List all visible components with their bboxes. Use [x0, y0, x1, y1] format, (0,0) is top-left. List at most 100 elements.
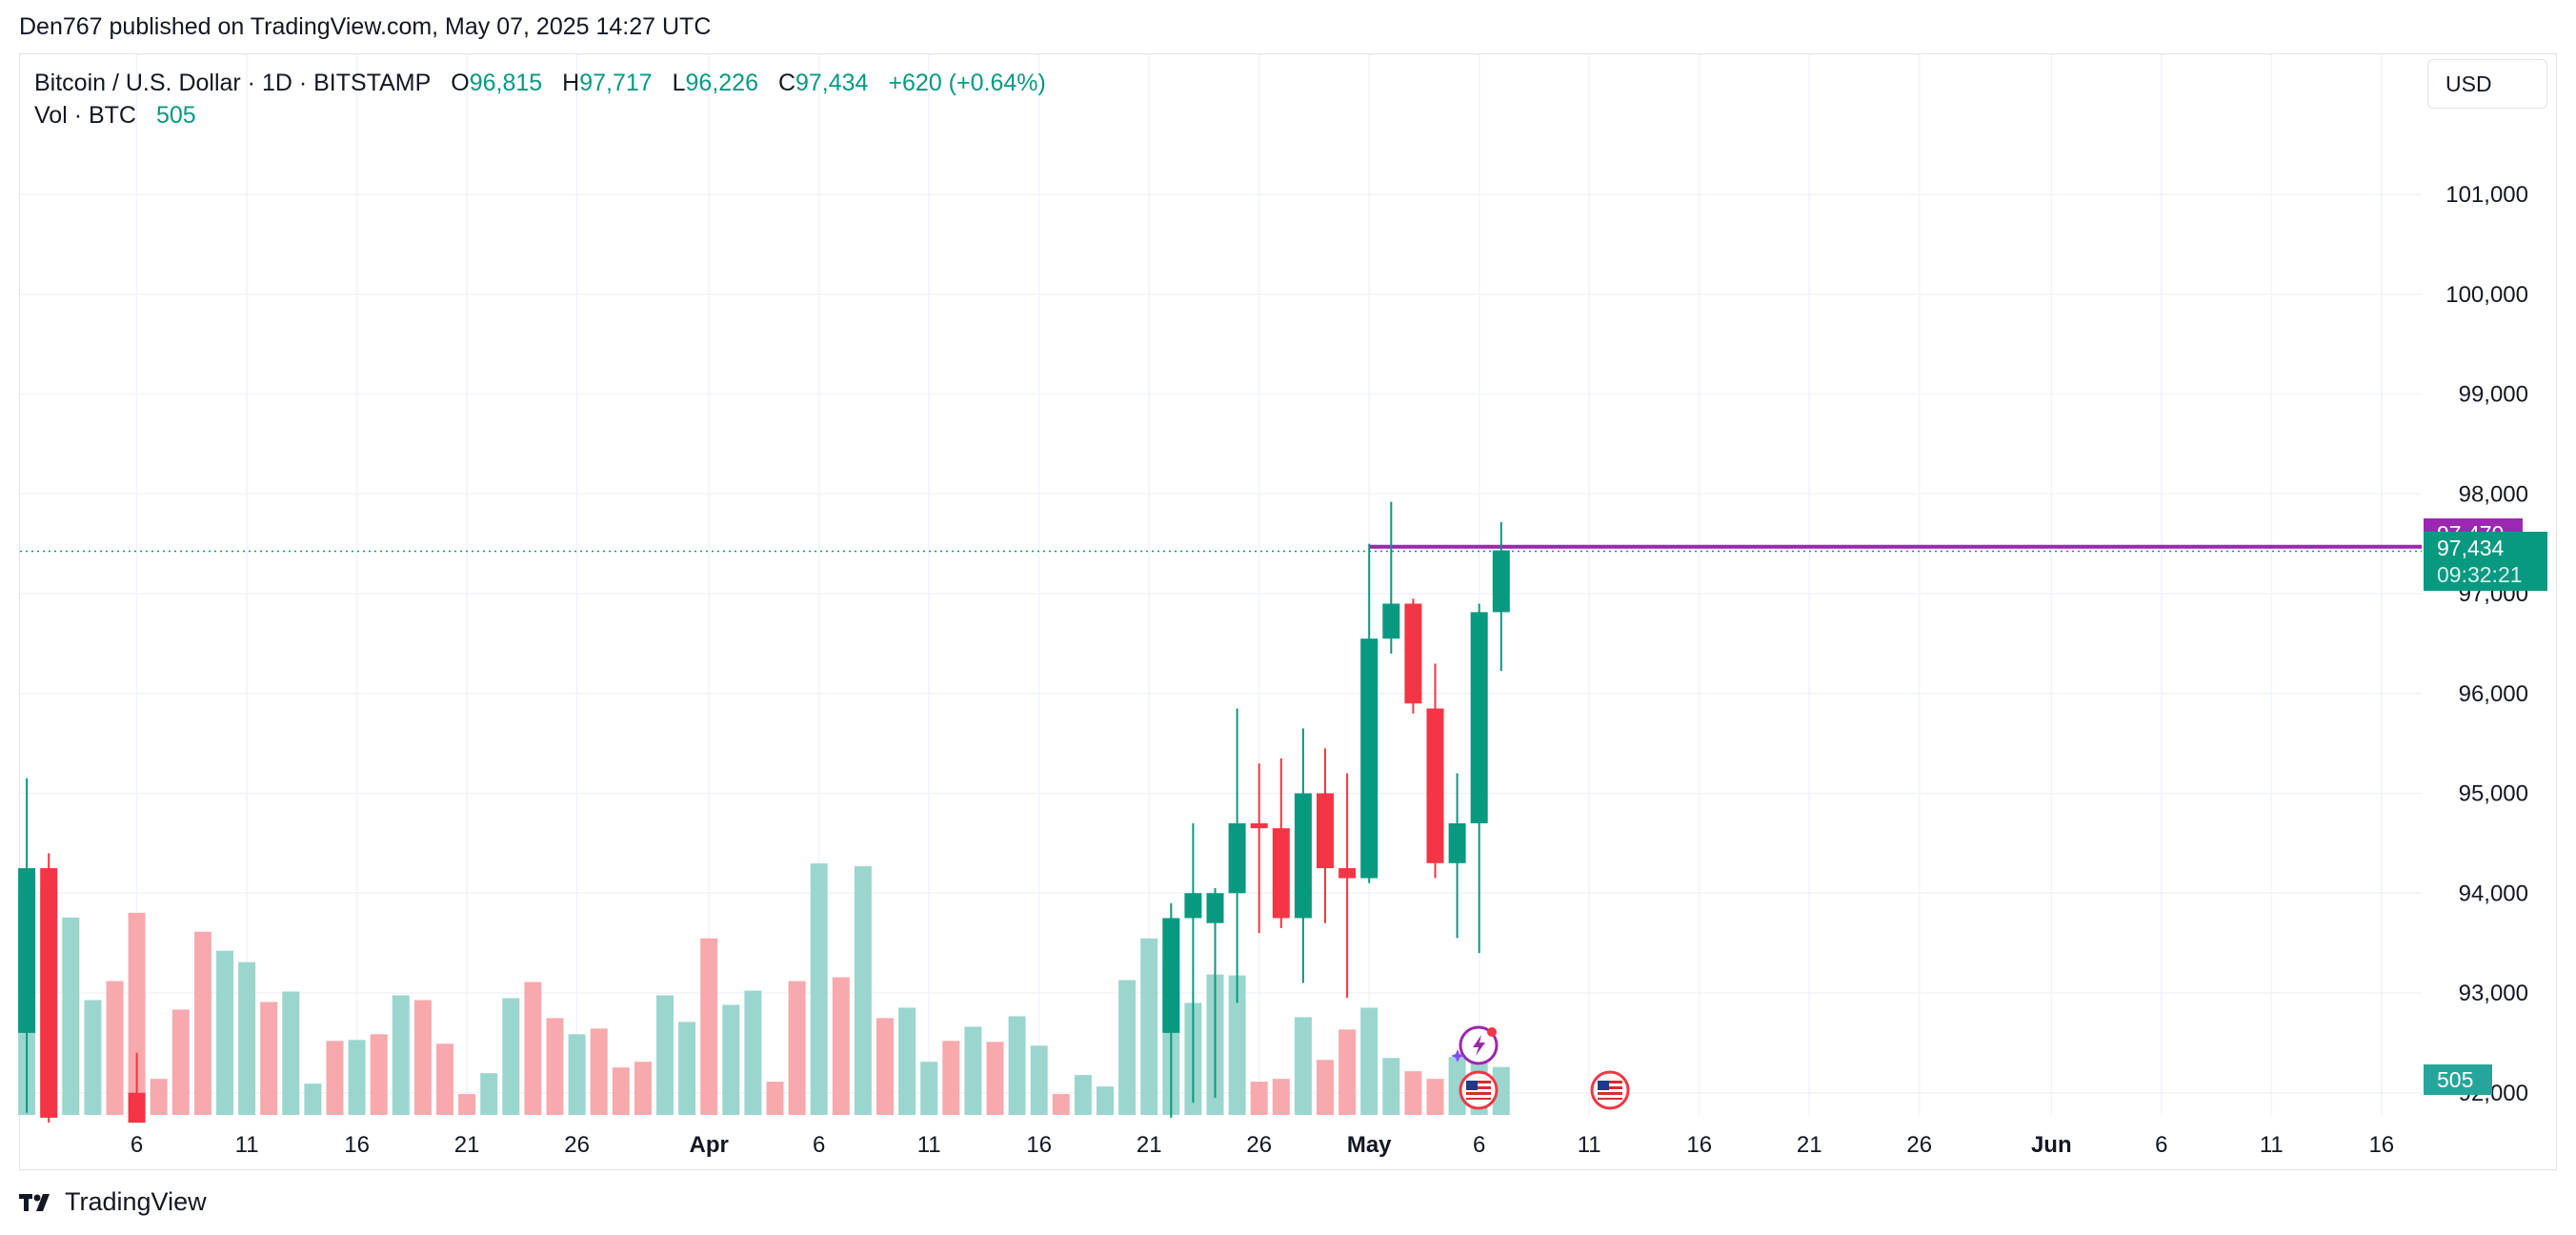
x-tick-label: 26 [1906, 1132, 1932, 1158]
tradingview-brand[interactable]: TradingView [65, 1187, 207, 1216]
high-value: 97,717 [579, 70, 653, 96]
volume-bar [1360, 1007, 1379, 1115]
footer-brand: TradingView [19, 1187, 207, 1217]
candle-body [1426, 708, 1444, 863]
symbol-name[interactable]: Bitcoin / U.S. Dollar · 1D · BITSTAMP [34, 70, 432, 96]
volume-bar [193, 931, 211, 1115]
x-tick-label: 6 [2155, 1132, 2167, 1158]
tradingview-logo-icon [19, 1193, 50, 1211]
volume-bar [304, 1083, 322, 1115]
us-flag-event-icon[interactable] [1590, 1070, 1630, 1110]
volume-bar [612, 1067, 630, 1115]
grid-layer [20, 54, 2422, 1115]
countdown-timer: 09:32:21 [2437, 561, 2523, 587]
x-tick-label: 26 [564, 1132, 590, 1158]
x-tick-label: 16 [1026, 1132, 1052, 1158]
close-label: C [777, 70, 795, 96]
symbol-legend: Bitcoin / U.S. Dollar · 1D · BITSTAMP O9… [34, 67, 1046, 132]
volume-bar [370, 1034, 388, 1115]
volume-bar [436, 1043, 453, 1115]
volume-row: Vol · BTC 505 [34, 99, 1046, 132]
low-value: 96,226 [685, 70, 758, 96]
y-tick-label: 101,000 [2445, 182, 2528, 208]
candle-layer [18, 501, 1510, 1124]
low-label: L [672, 70, 686, 96]
x-tick-label: 16 [1686, 1132, 1712, 1158]
volume-bar [106, 981, 124, 1115]
volume-bar [700, 938, 718, 1115]
volume-bar [810, 863, 828, 1115]
candle-body [128, 1092, 146, 1124]
volume-bar [568, 1034, 586, 1115]
volume-bar [282, 991, 300, 1115]
x-tick-label: 6 [1473, 1132, 1485, 1158]
candle-body [1492, 550, 1510, 613]
volume-bar [260, 1002, 278, 1115]
volume-bar [326, 1041, 344, 1115]
x-tick-label: 21 [454, 1132, 480, 1158]
close-value: 97,434 [795, 70, 869, 96]
volume-bar [634, 1062, 652, 1115]
candle-body [1206, 893, 1224, 923]
volume-bar [480, 1073, 498, 1115]
candle-body [1338, 868, 1357, 879]
candle-body [1404, 603, 1422, 704]
high-label: H [562, 70, 580, 96]
x-tick-label: 16 [2368, 1132, 2394, 1158]
y-tick-label: 100,000 [2445, 282, 2528, 308]
volume-bar [1272, 1079, 1290, 1115]
candle-body [1184, 893, 1202, 919]
volume-bar [854, 866, 872, 1115]
x-tick-label: 11 [917, 1132, 941, 1158]
x-tick-label: Jun [2031, 1132, 2072, 1158]
volume-bar [546, 1018, 564, 1115]
candle-body [1317, 793, 1334, 869]
candle-body [1448, 822, 1466, 863]
change-value: +620 (+0.64%) [888, 70, 1046, 96]
volume-bar [348, 1040, 366, 1115]
volume-bar [1097, 1086, 1114, 1115]
candle-body [1228, 822, 1246, 894]
volume-bar [876, 1018, 894, 1115]
y-tick-label: 98,000 [2459, 481, 2528, 507]
y-tick-label: 95,000 [2459, 781, 2528, 807]
volume-bar [1426, 1079, 1444, 1115]
x-tick-label: 11 [235, 1132, 259, 1158]
axis-layer: 92,00093,00094,00095,00096,00097,00098,0… [131, 182, 2528, 1158]
x-tick-label: 11 [2260, 1132, 2284, 1158]
last-price-value: 97,434 [2437, 535, 2505, 560]
x-tick-label: 16 [344, 1132, 370, 1158]
volume-bar [171, 1009, 190, 1115]
us-flag-event-icon[interactable] [1459, 1070, 1499, 1110]
volume-bar [1250, 1082, 1268, 1115]
x-tick-label: Apr [690, 1132, 729, 1158]
y-tick-label: 96,000 [2459, 681, 2528, 707]
x-tick-label: 21 [1797, 1132, 1822, 1158]
volume-bar [1118, 980, 1137, 1115]
volume-bar [1008, 1016, 1026, 1115]
last-price-tag: 97,434 09:32:21 [2424, 531, 2547, 591]
lightning-event-icon[interactable] [1451, 1025, 1499, 1065]
volume-bar [1294, 1017, 1312, 1115]
volume-bar [590, 1028, 608, 1115]
volume-bar [986, 1042, 1004, 1115]
x-tick-label: 26 [1246, 1132, 1272, 1158]
volume-bar [62, 917, 80, 1115]
currency-button[interactable]: USD [2427, 59, 2547, 109]
volume-bar [656, 995, 674, 1115]
candle-body [1162, 918, 1180, 1033]
volume-bar [722, 1004, 740, 1115]
x-tick-label: May [1347, 1132, 1392, 1158]
volume-bar [788, 981, 806, 1115]
candle-body [1250, 822, 1268, 829]
volume-bar [1030, 1045, 1048, 1115]
volume-label[interactable]: Vol · BTC [34, 102, 136, 129]
ohlc-row: Bitcoin / U.S. Dollar · 1D · BITSTAMP O9… [34, 67, 1046, 99]
volume-bar [920, 1062, 938, 1115]
volume-bar [1317, 1060, 1334, 1115]
volume-bar [744, 990, 762, 1115]
horizontal-line-layer [20, 544, 2422, 553]
volume-bar [524, 982, 542, 1115]
x-tick-label: 11 [1578, 1132, 1601, 1158]
